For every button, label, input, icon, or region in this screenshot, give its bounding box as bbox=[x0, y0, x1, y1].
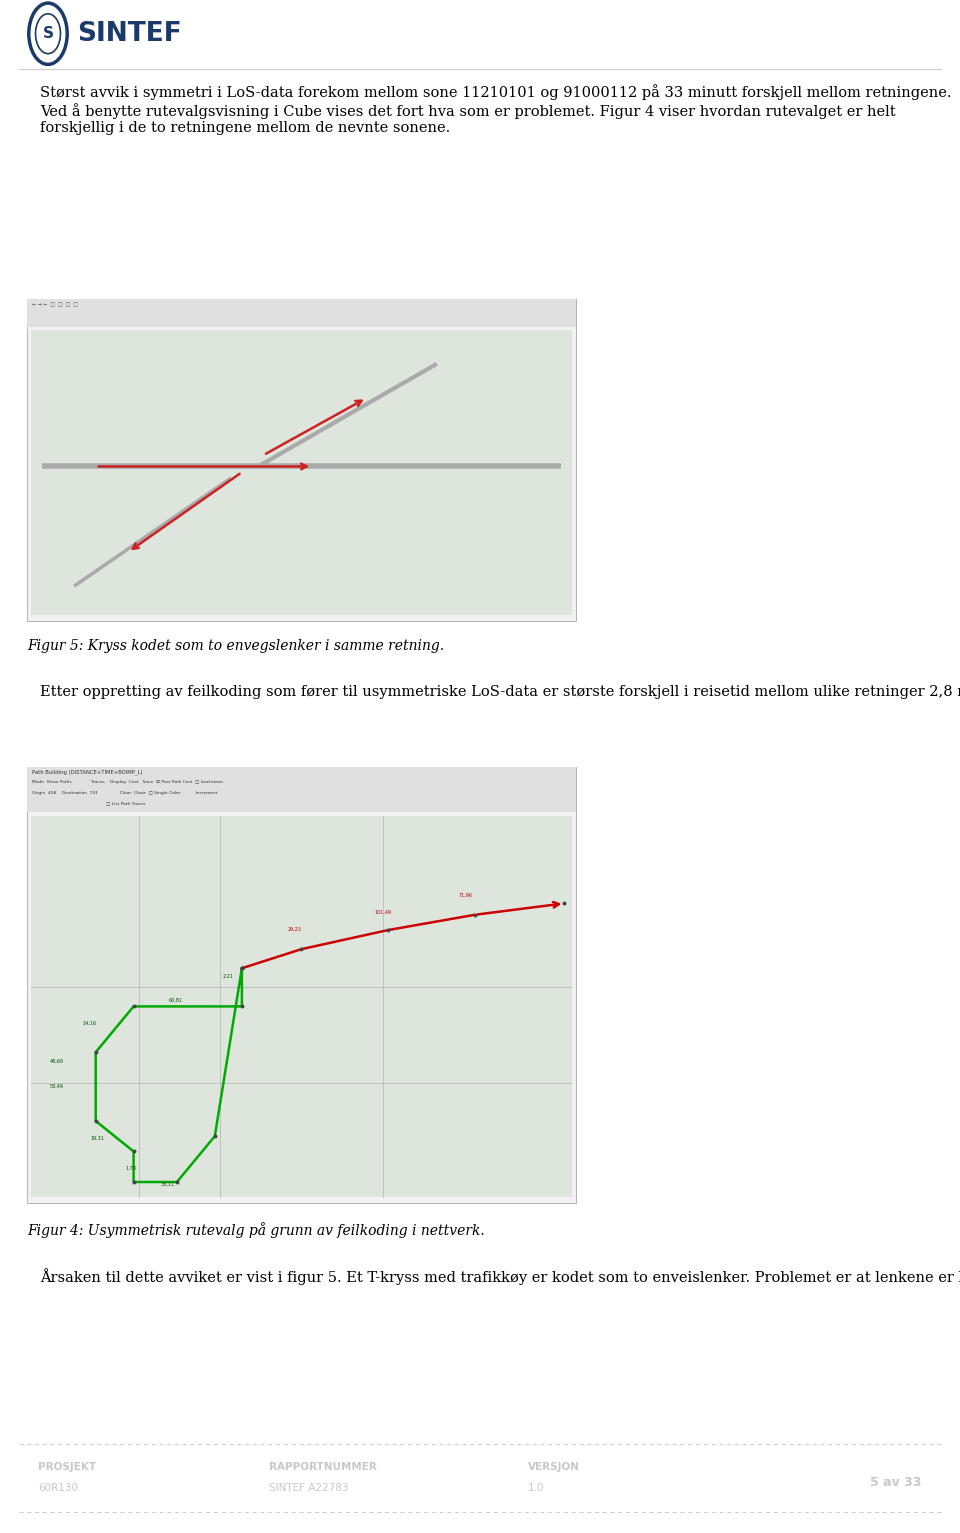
Text: 60R130: 60R130 bbox=[38, 1482, 79, 1493]
Text: SINTEF: SINTEF bbox=[77, 21, 181, 46]
Text: 2,21: 2,21 bbox=[223, 973, 234, 978]
Text: Figur 4: Usymmetrisk rutevalg på grunn av feilkoding i nettverk.: Figur 4: Usymmetrisk rutevalg på grunn a… bbox=[27, 1222, 485, 1237]
Text: PROSJEKT: PROSJEKT bbox=[38, 1461, 97, 1472]
Text: 60,81: 60,81 bbox=[169, 998, 182, 1003]
FancyBboxPatch shape bbox=[27, 766, 576, 812]
Text: 29,23: 29,23 bbox=[288, 927, 301, 932]
Text: 38,11: 38,11 bbox=[160, 1182, 175, 1187]
Text: 58,49: 58,49 bbox=[50, 1084, 63, 1088]
Text: RAPPORTNUMMER: RAPPORTNUMMER bbox=[269, 1461, 376, 1472]
Text: 14,16: 14,16 bbox=[83, 1021, 96, 1026]
Text: Origin  458    Destination  741                Clear  Close  □ Single Color     : Origin 458 Destination 741 Clear Close □… bbox=[32, 791, 217, 796]
Text: 48,69: 48,69 bbox=[50, 1059, 63, 1064]
Text: Etter oppretting av feilkoding som fører til usymmetriske LoS-data er største fo: Etter oppretting av feilkoding som fører… bbox=[40, 682, 960, 699]
FancyBboxPatch shape bbox=[31, 816, 572, 1197]
Text: 71,96: 71,96 bbox=[459, 892, 472, 898]
FancyBboxPatch shape bbox=[27, 299, 576, 327]
Text: 101,49: 101,49 bbox=[374, 909, 392, 915]
Text: 19,31: 19,31 bbox=[90, 1136, 104, 1141]
FancyBboxPatch shape bbox=[27, 766, 576, 1203]
Text: 5 av 33: 5 av 33 bbox=[870, 1476, 922, 1489]
Text: Figur 5: Kryss kodet som to envegslenker i samme retning.: Figur 5: Kryss kodet som to envegslenker… bbox=[27, 639, 444, 653]
Text: 1,78: 1,78 bbox=[126, 1167, 136, 1171]
Text: ← → ←  □  □  □  □: ← → ← □ □ □ □ bbox=[32, 302, 78, 307]
Text: Årsaken til dette avviket er vist i figur 5. Et T-kryss med trafikkøy er kodet s: Årsaken til dette avviket er vist i figu… bbox=[40, 1268, 960, 1285]
FancyBboxPatch shape bbox=[27, 299, 576, 621]
Text: □ List Path Traces: □ List Path Traces bbox=[32, 802, 145, 806]
Text: 1.0: 1.0 bbox=[528, 1482, 544, 1493]
Text: S: S bbox=[42, 26, 54, 41]
Text: VERSJON: VERSJON bbox=[528, 1461, 580, 1472]
Text: Størst avvik i symmetri i LoS-data forekom mellom sone 11210101 og 91000112 på 3: Størst avvik i symmetri i LoS-data forek… bbox=[40, 84, 951, 135]
Text: Path Building (DISTANCE+TIME+BOIMP_L): Path Building (DISTANCE+TIME+BOIMP_L) bbox=[32, 770, 142, 776]
FancyBboxPatch shape bbox=[31, 330, 572, 615]
Text: Mode  Show Paths              Traces    Display  Cost   Save  ☑ Post Path Cost  : Mode Show Paths Traces Display Cost Save… bbox=[32, 780, 223, 785]
Text: SINTEF A22783: SINTEF A22783 bbox=[269, 1482, 348, 1493]
